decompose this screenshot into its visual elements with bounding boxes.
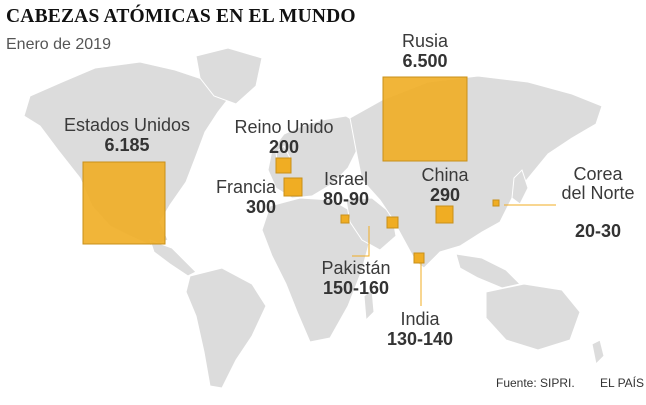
square-india <box>413 252 425 264</box>
country-name-russia: Rusia <box>401 31 449 51</box>
land-madagascar <box>363 289 375 322</box>
label-israel: Israel 80-90 <box>308 169 384 210</box>
land-greenland <box>195 47 263 105</box>
source-note: Fuente: SIPRI. <box>496 376 575 390</box>
map-subtitle: Enero de 2019 <box>6 36 111 53</box>
land-southeast-asia <box>455 253 521 289</box>
land-australia <box>485 283 581 351</box>
label-uk: Reino Unido 200 <box>224 117 344 158</box>
warhead-count-pakistan: 150-160 <box>322 277 390 298</box>
leader-lines <box>352 204 556 306</box>
label-russia: Rusia 6.500 <box>385 31 465 72</box>
square-israel <box>340 214 350 224</box>
label-france: Francia 300 <box>196 177 276 218</box>
warhead-count-china: 290 <box>429 184 461 205</box>
square-china <box>435 205 454 224</box>
land-middle-east <box>345 197 397 251</box>
warhead-count-usa: 6.185 <box>104 134 150 155</box>
leader-line-pakistan <box>352 226 370 257</box>
warhead-count-north-korea: 20-30 <box>574 220 622 241</box>
land-africa <box>261 197 371 343</box>
square-pakistan <box>386 216 399 229</box>
land-japan <box>511 169 529 205</box>
warhead-count-israel: 80-90 <box>322 188 370 209</box>
country-name-uk: Reino Unido <box>234 117 334 137</box>
credit-note: EL PAÍS <box>600 376 645 390</box>
country-name-pakistan: Pakistán <box>321 258 391 278</box>
square-russia <box>382 76 468 162</box>
map-title: CABEZAS ATÓMICAS EN EL MUNDO <box>6 6 356 27</box>
warhead-count-uk: 200 <box>268 136 300 157</box>
country-name-china: China <box>421 165 469 185</box>
land-new-zealand <box>591 339 605 366</box>
warhead-squares <box>82 76 500 264</box>
square-france <box>283 177 303 197</box>
warhead-count-france: 300 <box>245 196 276 217</box>
country-name-india: India <box>400 309 440 329</box>
country-name-north-korea: Corea del Norte <box>561 163 635 204</box>
square-uk <box>275 157 292 174</box>
label-india: India 130-140 <box>372 309 468 350</box>
square-usa <box>82 161 166 245</box>
square-north-korea <box>492 199 500 207</box>
land-south-america <box>185 267 267 389</box>
warhead-count-russia: 6.500 <box>402 50 448 71</box>
warhead-count-india: 130-140 <box>386 328 454 349</box>
label-pakistan: Pakistán 150-160 <box>306 258 406 299</box>
label-north-korea: Corea del Norte 20-30 <box>556 147 640 259</box>
land-central-america <box>149 239 197 277</box>
country-name-france: Francia <box>215 177 276 197</box>
country-name-usa: Estados Unidos <box>63 115 191 135</box>
label-usa: Estados Unidos 6.185 <box>52 115 202 156</box>
label-china: China 290 <box>410 165 480 206</box>
country-name-israel: Israel <box>323 169 368 189</box>
